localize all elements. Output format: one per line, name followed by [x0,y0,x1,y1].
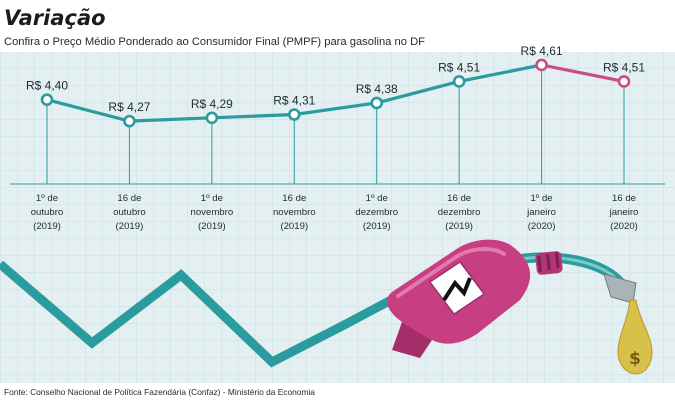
date-label: 16 de [612,193,636,204]
data-point [287,108,301,121]
value-label: R$ 4,51 [603,60,645,74]
value-label: R$ 4,31 [273,94,315,108]
fuel-pump-nozzle-icon [387,239,637,358]
date-label: (2019) [116,221,144,232]
series-segment [375,79,461,105]
header-band [0,0,675,52]
source-note: Fonte: Conselho Nacional de Política Faz… [4,387,315,397]
svg-text:$: $ [629,349,641,369]
chart-grid [0,0,675,383]
value-label: R$ 4,51 [438,60,480,74]
value-label: R$ 4,27 [108,100,150,114]
series-segment [539,63,626,84]
series-line [45,63,626,123]
date-label: outubro [113,207,146,218]
date-label: outubro [31,207,64,218]
data-points [40,58,631,128]
drop-lines [46,64,625,184]
date-label: (2019) [33,221,61,232]
date-label: (2019) [363,221,391,232]
series-segment [292,101,379,117]
data-point [370,96,384,110]
date-label: 16 de [282,193,306,204]
chart-title: Variação [4,6,106,30]
fuel-drop-dollar-icon: $ [617,299,653,375]
data-point [535,58,548,72]
series-segment [457,63,544,84]
date-label: 1º de [201,193,223,204]
date-label: 16 de [117,193,141,204]
series-segment [45,98,132,123]
series-segment [127,116,214,123]
date-label: 1º de [36,193,58,204]
date-label: 16 de [447,193,471,204]
data-point [40,93,54,106]
date-label: (2019) [198,221,226,232]
date-label: novembro [191,207,234,218]
date-label: novembro [273,207,316,218]
date-label: 1º de [366,193,388,204]
data-point [123,114,136,128]
data-point [205,111,219,125]
data-point [452,75,466,88]
date-labels: 1º de outubro (2019) 16 de outubro (2019) 1º d… [31,193,639,232]
value-label: R$ 4,29 [191,97,233,111]
date-label: janeiro [609,207,639,218]
date-label: 1º de [530,193,552,204]
value-labels: R$ 4,40 R$ 4,27 R$ 4,29 R$ 4,31 R$ 4,38 R$ 4,… [26,44,645,114]
zigzag-trend-line [0,260,411,368]
date-label: janeiro [526,207,556,218]
series-segment [210,112,296,120]
date-label: dezembro [355,207,398,218]
date-label: (2020) [610,221,638,232]
value-label: R$ 4,38 [356,82,398,96]
chart-subtitle: Confira o Preço Médio Ponderado ao Consu… [4,36,425,48]
date-label: (2020) [528,221,556,232]
decorative-trend [0,260,411,368]
value-label: R$ 4,40 [26,79,68,93]
value-label: R$ 4,61 [521,44,563,58]
date-label: dezembro [438,207,481,218]
data-point [617,75,631,88]
date-label: (2019) [445,221,473,232]
date-label: (2019) [280,221,308,232]
